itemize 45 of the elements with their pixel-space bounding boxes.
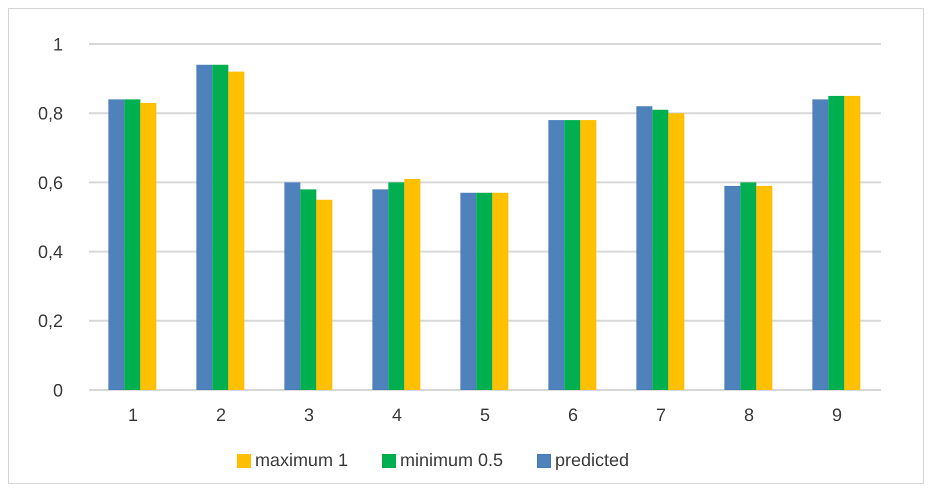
bar: [828, 96, 844, 390]
legend-label: predicted: [554, 450, 630, 470]
bar: [668, 113, 684, 390]
bar: [580, 120, 596, 390]
x-tick-label: 2: [216, 404, 226, 425]
legend-label: minimum 0.5: [400, 450, 503, 470]
x-tick-label: 3: [304, 404, 314, 425]
bar: [212, 64, 228, 390]
bar: [316, 200, 332, 390]
bar: [228, 72, 244, 390]
bar: [460, 192, 476, 390]
bar: [724, 186, 740, 390]
x-tick-label: 9: [832, 404, 842, 425]
x-tick-label: 7: [656, 404, 666, 425]
bar: [548, 120, 564, 390]
bar: [388, 182, 404, 390]
bar: [812, 99, 828, 390]
bar: [300, 189, 316, 390]
bar: [652, 110, 668, 390]
y-tick-label: 0,2: [38, 311, 63, 332]
x-tick-label: 4: [392, 404, 402, 425]
bar: [492, 192, 508, 390]
bar: [372, 189, 388, 390]
bar: [284, 182, 300, 390]
bar: [124, 99, 140, 390]
bar: [476, 192, 492, 390]
bar: [756, 186, 772, 390]
x-tick-label: 6: [568, 404, 578, 425]
y-tick-label: 0,4: [38, 242, 63, 262]
bar: [564, 120, 580, 390]
bar: [740, 182, 756, 390]
bar: [636, 106, 652, 390]
bar: [844, 96, 860, 390]
y-tick-label: 0,6: [38, 172, 63, 193]
bar: [108, 99, 124, 390]
x-tick-label: 5: [480, 404, 490, 425]
y-tick-label: 0: [52, 380, 63, 400]
bar: [140, 102, 156, 390]
bar: [196, 64, 212, 390]
bar: [404, 178, 420, 390]
x-tick-label: 8: [744, 404, 754, 425]
x-tick-label: 1: [128, 404, 138, 425]
y-tick-label: 1: [52, 34, 63, 54]
legend-label: maximum 1: [254, 450, 348, 470]
y-tick-label: 0,8: [38, 104, 63, 124]
